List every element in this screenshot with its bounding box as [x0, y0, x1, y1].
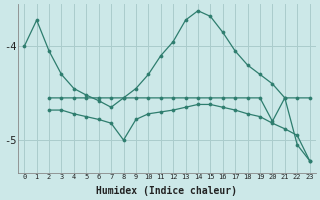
X-axis label: Humidex (Indice chaleur): Humidex (Indice chaleur)	[96, 186, 237, 196]
